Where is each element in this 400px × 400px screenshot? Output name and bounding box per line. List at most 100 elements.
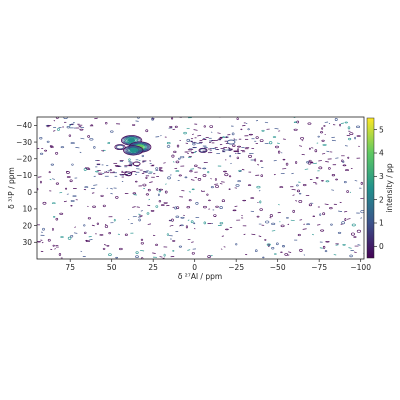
noise-contour — [259, 139, 264, 143]
noise-contour — [83, 231, 87, 234]
noise-contour — [185, 225, 188, 229]
noise-contour — [39, 180, 42, 184]
noise-contour — [225, 228, 229, 231]
noise-contour — [103, 244, 107, 246]
noise-contour — [255, 120, 259, 122]
noise-contour — [73, 232, 78, 234]
noise-contour — [100, 194, 104, 197]
noise-contour — [59, 212, 64, 215]
noise-contour — [66, 176, 71, 178]
noise-contour — [132, 192, 137, 195]
noise-contour — [197, 177, 202, 181]
noise-contour — [319, 131, 324, 134]
noise-contour — [70, 204, 73, 207]
noise-contour — [247, 128, 250, 131]
noise-contours — [37, 117, 364, 259]
noise-contour — [104, 225, 109, 228]
noise-contour — [248, 154, 252, 158]
noise-contour — [237, 145, 241, 148]
noise-contour — [247, 184, 252, 186]
noise-contour — [79, 128, 84, 131]
noise-contour — [183, 131, 187, 135]
y-tick-label: −10 — [16, 171, 32, 180]
noise-contour — [264, 239, 267, 241]
noise-contour — [323, 125, 326, 127]
noise-contour — [66, 171, 70, 174]
noise-contour — [300, 137, 305, 140]
noise-contour — [209, 125, 214, 128]
noise-contour — [80, 137, 85, 140]
noise-contour — [331, 174, 336, 177]
noise-contour — [83, 167, 87, 171]
x-tick-label: 25 — [148, 263, 158, 272]
colorbar-tick-label: 0 — [379, 242, 384, 251]
noise-contour — [160, 134, 162, 137]
noise-contour — [279, 186, 284, 188]
noise-contour — [54, 248, 56, 250]
peak-contour — [125, 146, 141, 155]
noise-contour — [166, 142, 171, 145]
noise-contour — [303, 254, 306, 256]
noise-contour — [219, 206, 223, 210]
noise-contour — [208, 199, 211, 202]
noise-contour — [69, 125, 71, 127]
noise-contour — [296, 189, 301, 193]
noise-contour — [356, 229, 361, 233]
noise-contour — [145, 176, 148, 180]
noise-contour — [348, 247, 352, 249]
noise-contour — [258, 190, 261, 192]
noise-contour — [317, 135, 320, 138]
noise-contour — [180, 155, 185, 159]
noise-contour — [353, 236, 357, 238]
noise-contour — [325, 241, 330, 243]
noise-contour — [351, 223, 356, 227]
noise-contour — [202, 167, 207, 170]
noise-contour — [178, 245, 183, 248]
noise-contour — [44, 149, 48, 152]
noise-contour — [326, 150, 330, 153]
noise-contour — [192, 133, 194, 135]
noise-contour — [306, 161, 310, 164]
noise-contour — [210, 178, 212, 180]
noise-contour — [266, 243, 271, 246]
colorbar — [366, 117, 375, 259]
noise-contour — [72, 195, 77, 197]
noise-contour — [59, 191, 63, 194]
peak — [227, 139, 236, 145]
noise-contour — [141, 154, 144, 158]
noise-contour — [242, 199, 247, 202]
noise-contour — [232, 209, 237, 212]
noise-contour — [296, 120, 300, 124]
noise-contour — [340, 122, 344, 124]
noise-contour — [219, 183, 223, 185]
noise-contour — [223, 170, 227, 173]
noise-contour — [291, 172, 294, 175]
noise-contour — [172, 161, 175, 163]
plot-frame — [36, 116, 365, 260]
noise-contour — [276, 242, 279, 246]
noise-contour — [74, 226, 76, 228]
noise-contour — [324, 250, 328, 253]
noise-contour — [264, 121, 269, 124]
noise-contour — [317, 224, 321, 226]
noise-contour — [339, 123, 342, 127]
noise-contour — [176, 144, 180, 148]
noise-contour — [142, 183, 147, 187]
noise-contour — [307, 122, 312, 125]
x-tick-label: 50 — [107, 263, 117, 272]
noise-contour — [187, 219, 190, 221]
noise-contour — [102, 247, 106, 250]
noise-contour — [315, 176, 319, 179]
noise-contour — [235, 184, 240, 187]
noise-contour — [48, 171, 51, 174]
noise-contour — [102, 204, 106, 208]
noise-contour — [271, 230, 276, 232]
noise-contour — [93, 146, 96, 149]
noise-contour — [160, 204, 165, 206]
noise-contour — [269, 217, 272, 219]
noise-contour — [157, 193, 160, 197]
noise-contour — [274, 127, 279, 130]
noise-contour — [86, 240, 90, 243]
noise-contour — [67, 236, 72, 240]
noise-contour — [222, 136, 226, 139]
